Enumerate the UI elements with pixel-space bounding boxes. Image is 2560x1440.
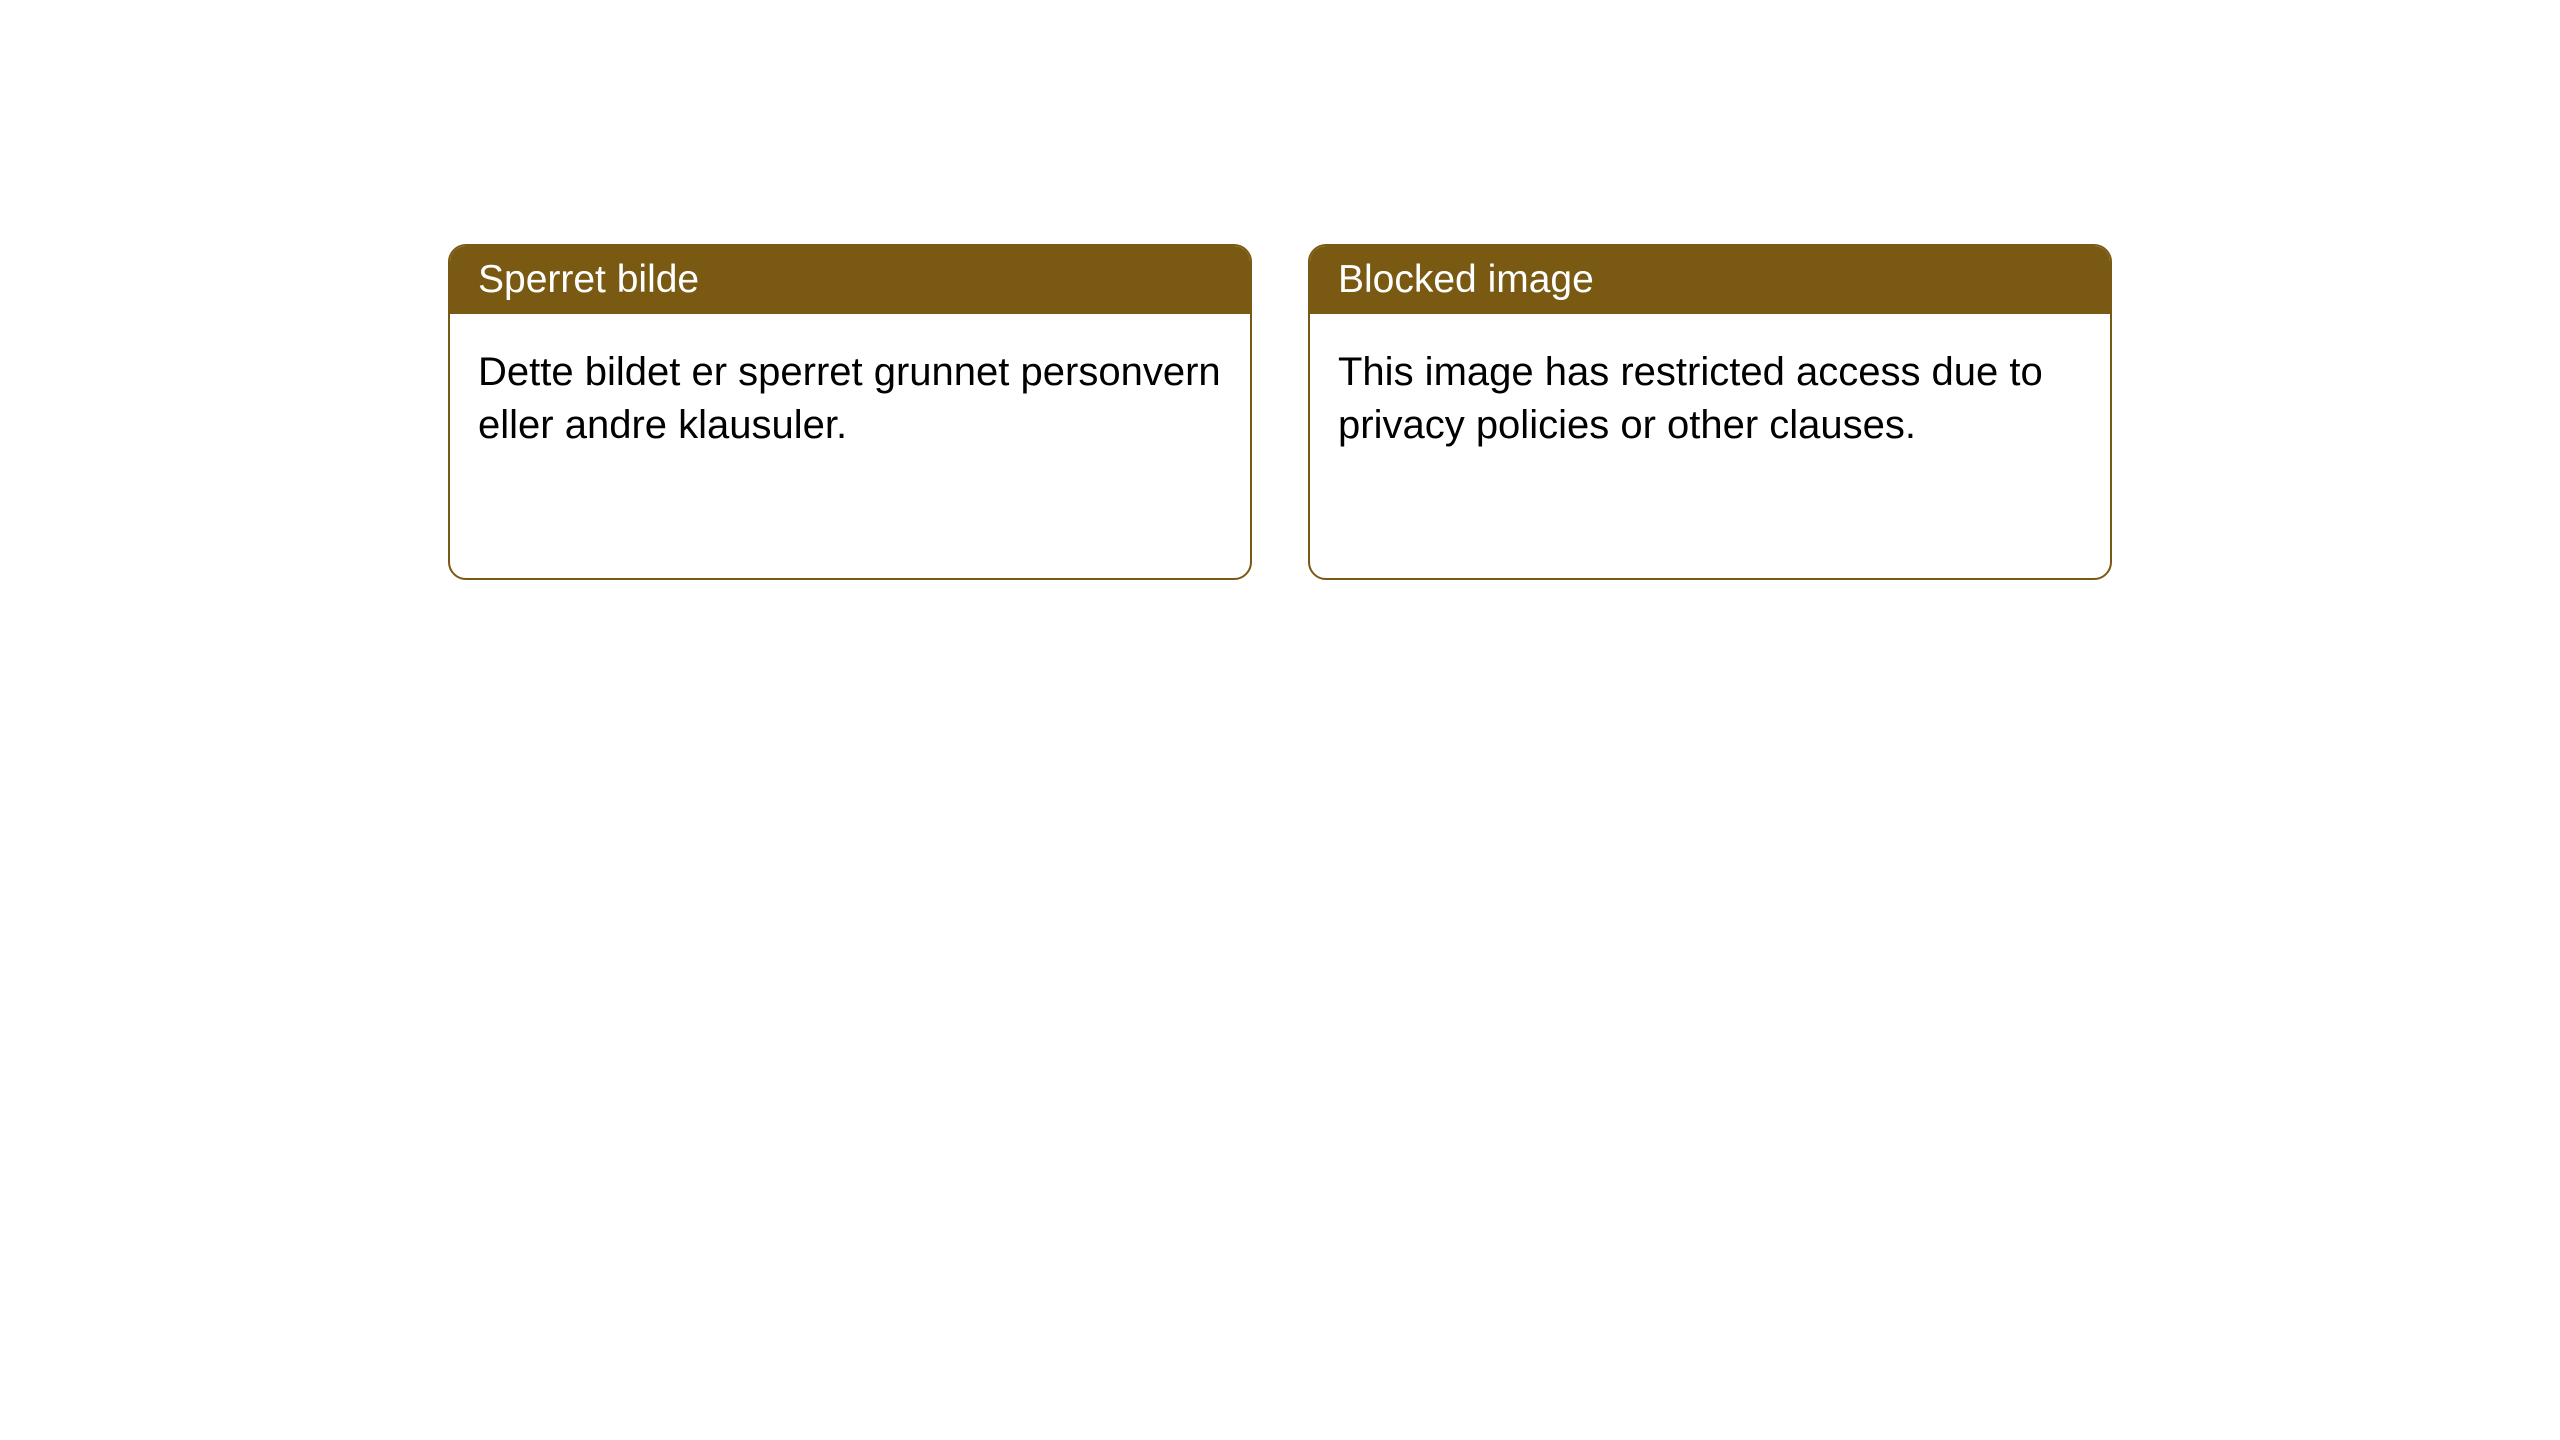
card-body: Dette bildet er sperret grunnet personve…: [450, 314, 1250, 484]
card-message: This image has restricted access due to …: [1338, 350, 2043, 447]
notice-container: Sperret bilde Dette bildet er sperret gr…: [0, 0, 2560, 580]
blocked-image-card-en: Blocked image This image has restricted …: [1308, 244, 2112, 580]
card-title: Blocked image: [1338, 258, 1594, 301]
blocked-image-card-no: Sperret bilde Dette bildet er sperret gr…: [448, 244, 1252, 580]
card-header: Blocked image: [1310, 246, 2110, 314]
card-header: Sperret bilde: [450, 246, 1250, 314]
card-body: This image has restricted access due to …: [1310, 314, 2110, 484]
card-title: Sperret bilde: [478, 258, 699, 301]
card-message: Dette bildet er sperret grunnet personve…: [478, 350, 1221, 447]
